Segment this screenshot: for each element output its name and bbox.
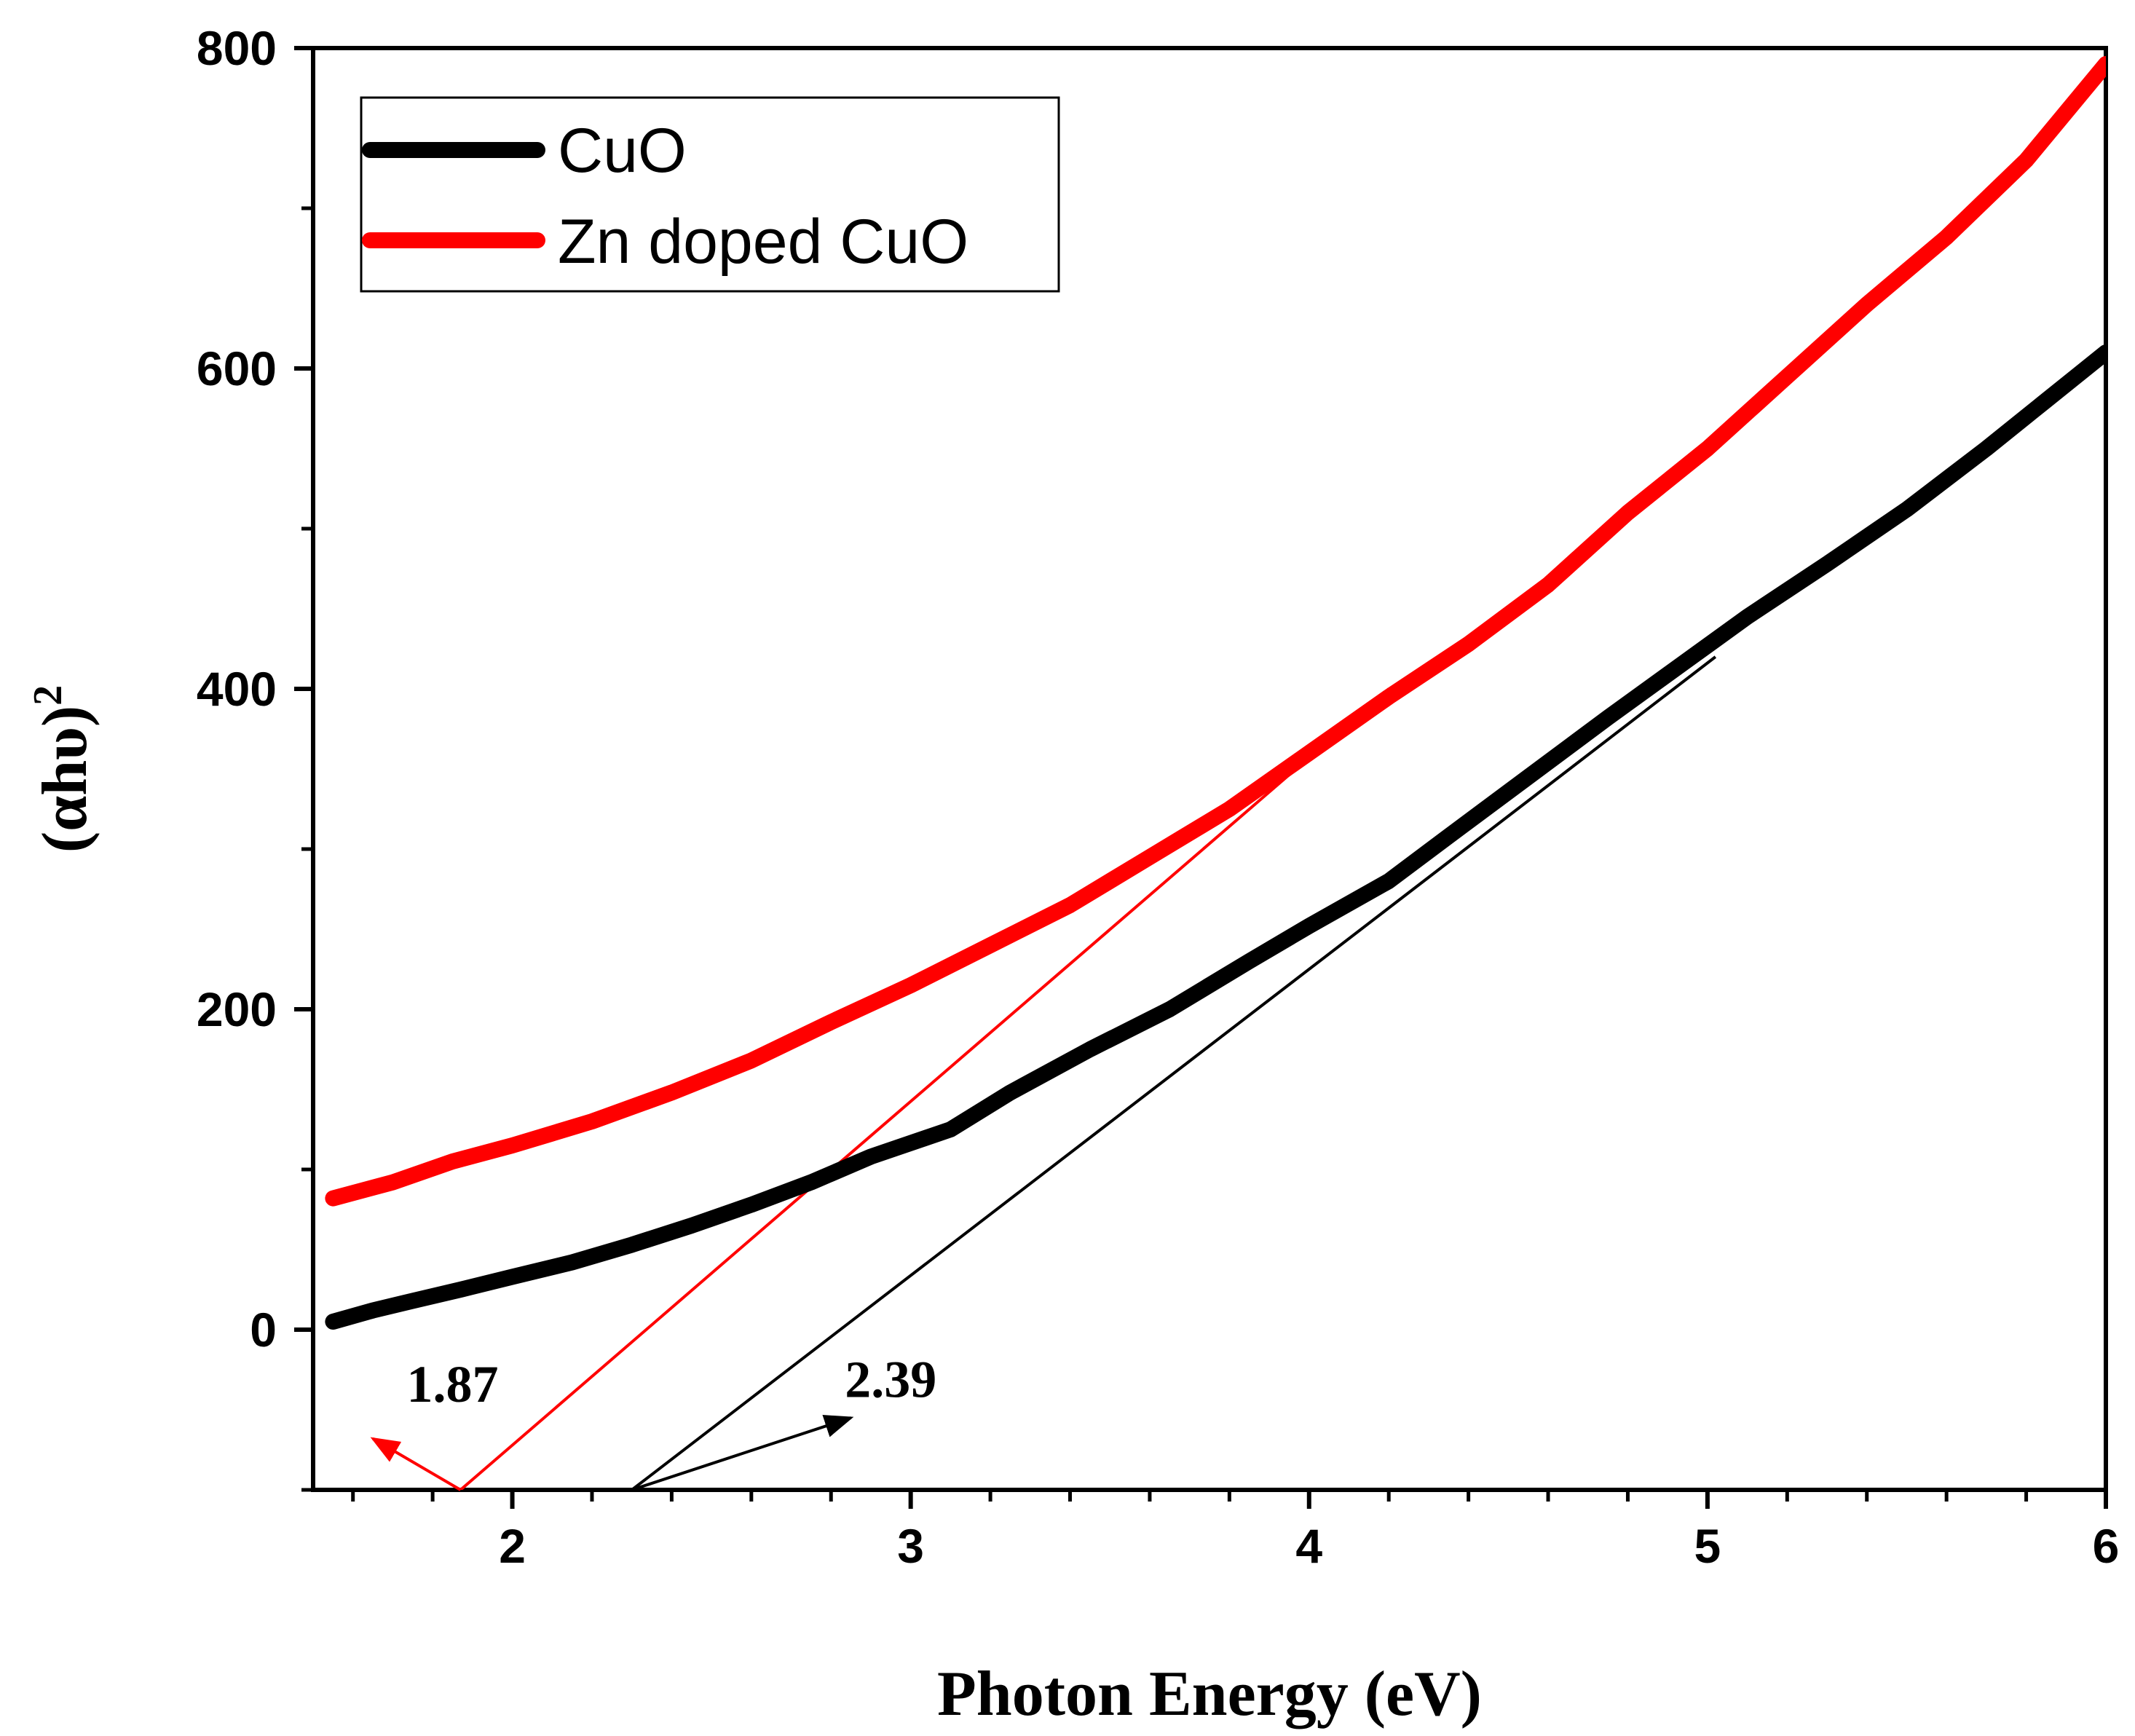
plot-frame [311, 46, 2108, 1492]
legend-label-zn-doped-cuo: Zn doped CuO [558, 207, 968, 277]
y-axis-title-superscript: 2 [25, 685, 71, 706]
y-tick-label: 400 [197, 662, 277, 716]
y-tick-label: 0 [250, 1303, 277, 1357]
x-tick-label: 2 [499, 1519, 526, 1573]
legend-label-cuo: CuO [558, 116, 687, 186]
x-axis-title: Photon Energy (eV) [937, 1659, 1482, 1729]
series-lines [325, 56, 2106, 1330]
tangent-line [631, 655, 1717, 1490]
annotation-label: 1.87 [406, 1355, 498, 1413]
x-tick-label: 4 [1295, 1519, 1322, 1573]
annotation-label: 2.39 [845, 1350, 936, 1408]
ticks-layer [294, 46, 2108, 1509]
series-line-zn-doped-cuo [325, 56, 2106, 1207]
tangent-lines [459, 655, 1717, 1490]
annotation-arrow [370, 1437, 462, 1491]
legend: CuO Zn doped CuO [360, 96, 1060, 293]
y-tick-label: 600 [197, 342, 277, 395]
y-tick-label: 800 [197, 21, 277, 75]
x-tick-label: 3 [897, 1519, 924, 1573]
x-tick-label: 5 [1694, 1519, 1721, 1573]
legend-box [360, 96, 1060, 293]
y-axis-title: (αhυ)2 [25, 685, 100, 853]
y-axis-title-main: (αhυ) [30, 706, 100, 853]
series-line-cuo [325, 344, 2106, 1330]
y-tick-label: 200 [197, 982, 277, 1036]
x-tick-label: 6 [2093, 1519, 2120, 1573]
annotations: 1.87 2.39 [370, 1350, 936, 1491]
tangent-line [459, 687, 1390, 1490]
annotation-arrow [631, 1415, 854, 1491]
tick-labels-layer: 2 3 4 5 6 0 200 400 600 800 [197, 21, 2119, 1573]
